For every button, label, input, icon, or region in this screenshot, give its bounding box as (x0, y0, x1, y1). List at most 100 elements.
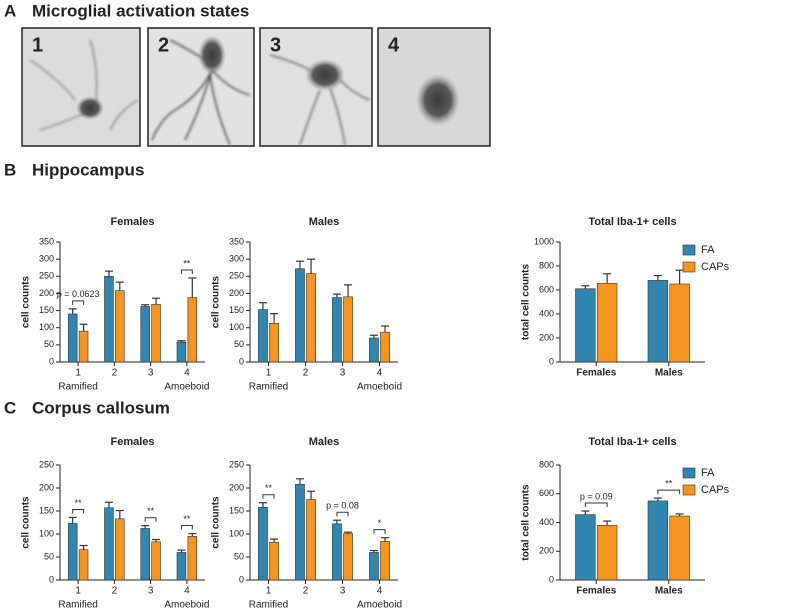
y-tick-label: 150 (229, 505, 244, 515)
y-axis-label: cell counts (21, 496, 32, 549)
bar (647, 280, 669, 363)
x-tick-label: Females (576, 368, 616, 379)
bar (187, 297, 198, 363)
significance-label: ** (75, 498, 83, 508)
x-sublabel: Amoeboid (164, 382, 209, 393)
bar (575, 514, 596, 581)
significance-label: ** (147, 506, 155, 516)
chart-title: Males (309, 436, 340, 448)
y-tick-label: 0 (239, 574, 244, 584)
significance-bracket (336, 511, 349, 517)
x-tick-label: 2 (112, 368, 118, 379)
x-tick-label: 4 (184, 586, 190, 597)
y-tick-label: 100 (39, 528, 54, 538)
x-tick-label: 2 (303, 368, 309, 379)
y-axis-label: total cell counts (521, 484, 532, 561)
x-sublabel: Ramified (249, 382, 288, 393)
panel-letter: B (4, 160, 16, 179)
y-axis-label: cell counts (211, 496, 222, 549)
y-tick-label: 300 (39, 254, 54, 264)
bar (369, 337, 379, 363)
y-tick-label: 800 (539, 459, 554, 469)
legend-swatch (682, 244, 696, 256)
x-sublabel: Amoeboid (357, 382, 402, 393)
y-tick-label: 250 (229, 271, 244, 281)
y-tick-label: 150 (39, 505, 54, 515)
bar (596, 283, 618, 363)
bar (332, 297, 342, 363)
y-tick-label: 800 (539, 260, 554, 270)
bar (151, 541, 161, 581)
image-label: 2 (158, 34, 169, 56)
chart-title: Females (110, 436, 154, 448)
x-tick-label: 2 (112, 586, 118, 597)
y-axis-label: cell counts (21, 275, 32, 328)
y-tick-label: 100 (229, 528, 244, 538)
significance-bracket (180, 525, 193, 530)
y-tick-label: 600 (539, 284, 554, 294)
bar (78, 549, 89, 581)
bar (669, 515, 690, 581)
bar (596, 525, 618, 581)
bar (78, 330, 89, 363)
y-tick-label: 0 (549, 356, 554, 366)
bar (151, 304, 161, 363)
significance-label: p = 0.08 (326, 501, 359, 511)
bar (67, 313, 78, 363)
bar (258, 507, 268, 581)
bar (306, 273, 316, 363)
significance-label: * (378, 518, 382, 528)
y-tick-label: 400 (539, 308, 554, 318)
significance-label: ** (183, 514, 191, 524)
y-tick-label: 200 (39, 288, 54, 298)
micrograph: 1 (21, 27, 141, 147)
chart-title: Total Iba-1+ cells (588, 216, 676, 228)
image-label: 1 (32, 34, 43, 56)
x-sublabel: Amoeboid (357, 600, 402, 609)
x-tick-label: 2 (303, 586, 309, 597)
significance-label: ** (183, 258, 191, 268)
x-tick-label: 3 (148, 586, 154, 597)
x-tick-label: 3 (148, 368, 154, 379)
y-axis-label: total cell counts (521, 264, 532, 341)
y-tick-label: 350 (229, 236, 244, 246)
y-tick-label: 250 (39, 271, 54, 281)
bar (104, 275, 114, 363)
bar (332, 523, 342, 581)
y-tick-label: 100 (39, 322, 54, 332)
y-tick-label: 200 (539, 332, 554, 342)
bar (140, 528, 150, 581)
legend-label: CAPs (701, 261, 730, 273)
bar (140, 306, 150, 363)
x-tick-label: 3 (340, 586, 346, 597)
x-sublabel: Ramified (58, 600, 97, 609)
bar (176, 552, 187, 581)
significance-bracket (657, 489, 681, 495)
y-tick-label: 0 (549, 574, 554, 584)
bar (380, 541, 390, 581)
y-tick-label: 1000 (534, 236, 554, 246)
legend-swatch (682, 484, 696, 496)
y-tick-label: 250 (39, 459, 54, 469)
significance-bracket (373, 529, 386, 534)
significance-label: ** (265, 483, 273, 493)
significance-bracket (262, 494, 275, 499)
micrograph: 4 (377, 27, 491, 147)
legend-swatch (682, 467, 696, 479)
legend-label: CAPs (701, 484, 730, 496)
bar (369, 552, 379, 581)
x-tick-label: 3 (340, 368, 346, 379)
x-sublabel: Ramified (249, 600, 288, 609)
bar (575, 288, 596, 363)
x-tick-label: 4 (377, 586, 383, 597)
x-sublabel: Amoeboid (164, 600, 209, 609)
bar (176, 341, 187, 363)
y-tick-label: 350 (39, 236, 54, 246)
image-label: 3 (270, 34, 281, 56)
y-tick-label: 50 (44, 339, 54, 349)
bar (187, 535, 198, 581)
y-tick-label: 200 (539, 546, 554, 556)
x-tick-label: Males (655, 586, 683, 597)
significance-bracket (72, 300, 85, 305)
